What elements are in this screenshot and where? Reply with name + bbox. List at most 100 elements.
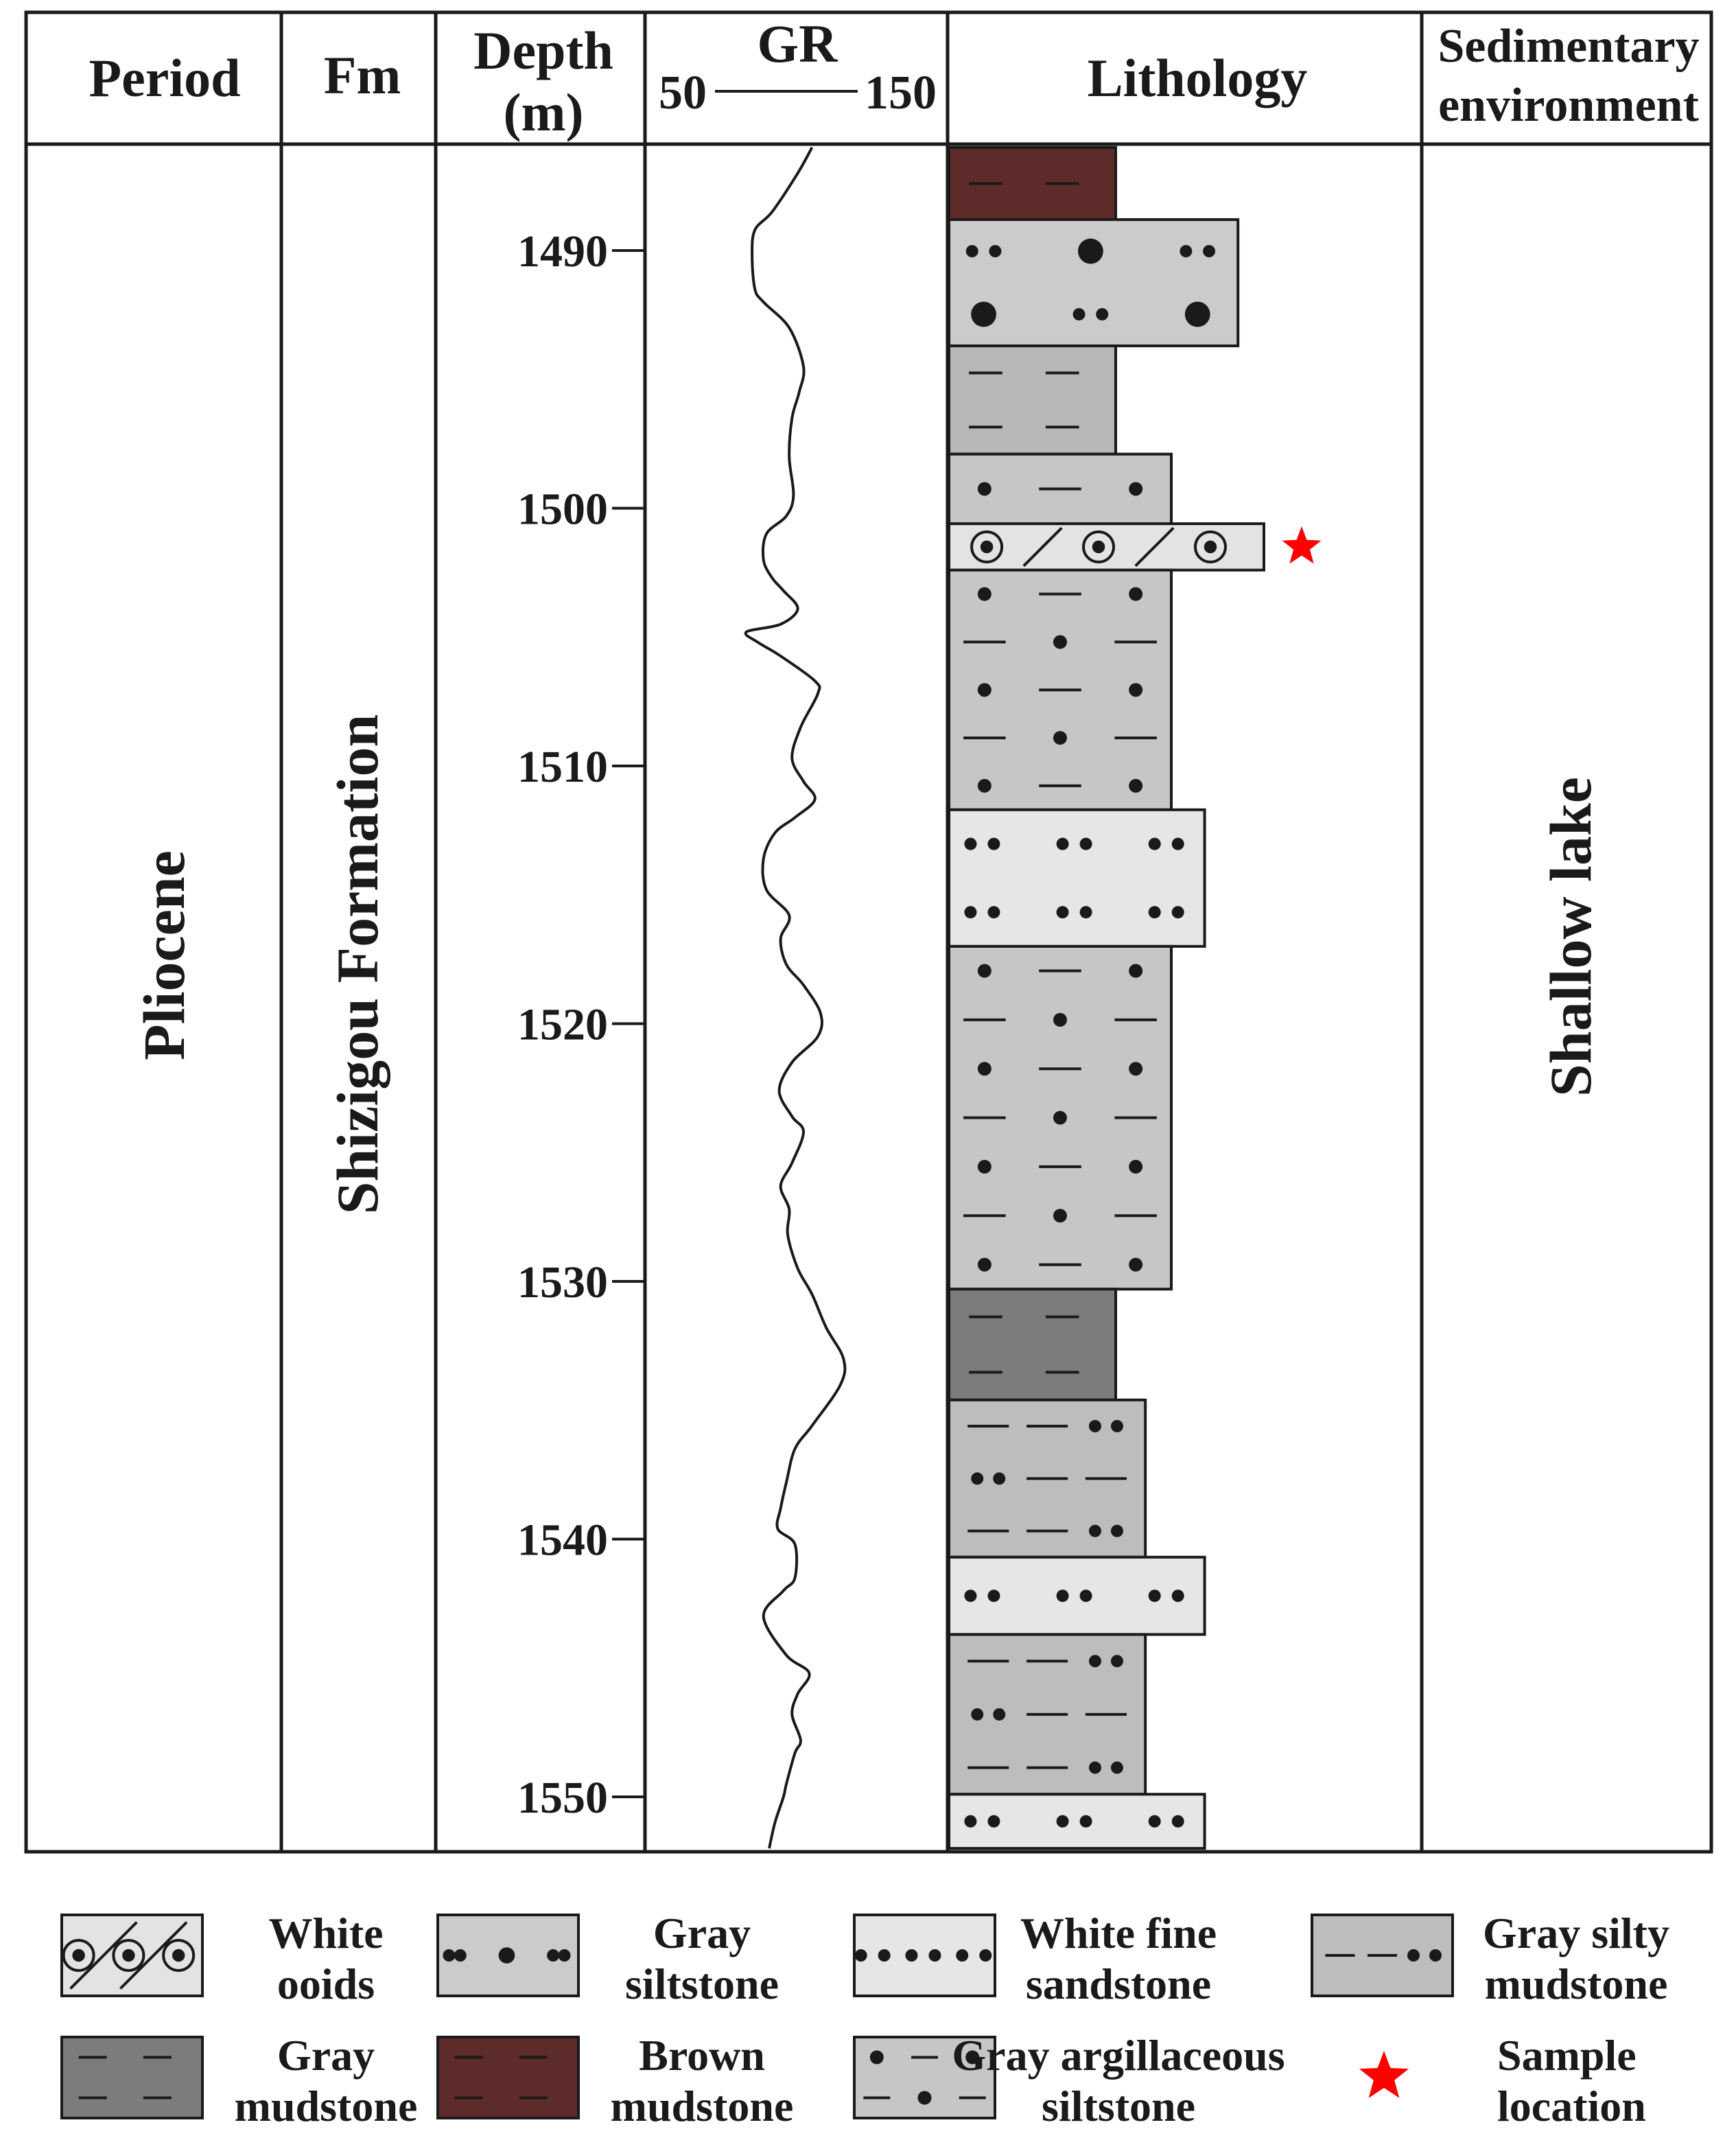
pattern-dot (1129, 1062, 1143, 1076)
legend-label: mudstone (235, 2082, 418, 2130)
pattern-dot (928, 1949, 941, 1962)
legend-label: Gray argillaceous (952, 2031, 1285, 2080)
legend-label: sandstone (1026, 1960, 1211, 2008)
lithology-layer-fill (948, 344, 1117, 456)
pattern-dot (987, 1815, 1000, 1828)
legend-swatch (60, 2036, 204, 2119)
pattern-dot (993, 1472, 1006, 1485)
pattern-ooid (1193, 530, 1227, 563)
sample-location-star (1359, 2051, 1409, 2098)
gr-curve (744, 146, 847, 1849)
pattern-dot (1079, 837, 1092, 850)
pattern-dot (454, 1949, 467, 1962)
pattern-ooid-core (980, 540, 994, 554)
pattern-dot (989, 244, 1002, 257)
header-gr: GR (758, 14, 839, 73)
pattern-dot (1129, 587, 1143, 601)
lithology-layer-white-fine-sandstone (948, 1555, 1206, 1636)
legend-label: White (268, 1909, 383, 1957)
pattern-slash (119, 1921, 188, 1990)
pattern-ooid-core (72, 1949, 85, 1962)
pattern-dot (971, 1708, 984, 1721)
sample-location-star (1282, 526, 1322, 564)
pattern-dot (1096, 307, 1109, 321)
lithology-layer-white-fine-sandstone (948, 1793, 1206, 1850)
pattern-dot (979, 1949, 992, 1962)
legend-label: Gray (653, 1909, 751, 1957)
lithology-layer-gray-argillaceous-siltstone (948, 452, 1173, 526)
pattern-dot (965, 244, 978, 257)
pattern-dot (1129, 1159, 1143, 1174)
lithology-layer-fill (948, 1555, 1206, 1636)
legend-label: ooids (277, 1960, 375, 2008)
pattern-ooid-core (122, 1949, 135, 1962)
pattern-dot (443, 1949, 456, 1962)
header-environment: Sedimentary (1438, 20, 1699, 73)
header-depth-unit: (m) (504, 82, 584, 142)
pattern-dot (1079, 1815, 1092, 1828)
header-fm: Fm (324, 45, 401, 105)
lithology-layers (948, 146, 1322, 1850)
pattern-slash (1022, 526, 1063, 567)
pattern-dot (977, 1062, 992, 1076)
pattern-dot (977, 778, 992, 793)
pattern-ooid (162, 1939, 196, 1972)
pattern-dot (869, 2050, 884, 2065)
pattern-dot (1079, 1590, 1092, 1603)
pattern-dot (965, 2050, 980, 2065)
legend-label: siltstone (1042, 2082, 1195, 2130)
legend-label: Gray silty (1483, 1909, 1669, 1957)
pattern-dot (977, 683, 992, 697)
lithology-layer-gray-silty-mudstone (948, 1633, 1147, 1796)
pattern-dot (993, 1708, 1006, 1721)
pattern-dot (1056, 906, 1069, 919)
pattern-dot (964, 1590, 977, 1603)
pattern-dot (964, 906, 977, 919)
lithology-layer-gray-argillaceous-siltstone (948, 568, 1173, 811)
header-depth: Depth (473, 21, 613, 80)
pattern-dot (498, 1947, 515, 1964)
pattern-dot (1053, 635, 1067, 649)
pattern-dot (987, 1590, 1000, 1603)
pattern-dot (1203, 244, 1216, 257)
formation-value: Shizigou Formation (325, 714, 390, 1215)
depth-tick-label: 1550 (517, 1773, 608, 1823)
header-environment-2: environment (1438, 79, 1699, 132)
depth-tick-label: 1540 (517, 1515, 608, 1566)
pattern-dot (905, 1949, 918, 1962)
pattern-dot (1407, 1949, 1420, 1962)
pattern-dot (1148, 906, 1161, 919)
legend-swatch (853, 1914, 996, 1997)
pattern-dot (1171, 1590, 1184, 1603)
pattern-dot (1088, 1655, 1101, 1668)
lithology-layer-fill (948, 808, 1206, 948)
pattern-dot (977, 1159, 992, 1174)
pattern-dot (1053, 1209, 1067, 1223)
pattern-ooid (112, 1939, 145, 1972)
lithology-layer-white-fine-sandstone (948, 808, 1206, 948)
pattern-dot (1148, 1590, 1161, 1603)
pattern-slash (1134, 526, 1175, 567)
table-border (24, 10, 1713, 1854)
depth-tick-label: 1500 (517, 485, 608, 535)
legend-label: mudstone (1485, 1960, 1668, 2008)
depth-axis: 1490 1500 1510 1520 1530 1540 1550 (517, 226, 645, 1823)
lithology-layer-gray-siltstone (948, 218, 1240, 347)
pattern-dot (1110, 1419, 1123, 1432)
pattern-dot (1053, 1012, 1067, 1027)
pattern-dot (1088, 1761, 1101, 1774)
pattern-dot (977, 964, 992, 978)
lithology-layer-fill (948, 1793, 1206, 1850)
pattern-dot (1088, 1419, 1101, 1432)
pattern-dot (977, 587, 992, 601)
legend-label: Gray (277, 2031, 375, 2080)
pattern-ooid (62, 1939, 95, 1972)
lithology-layer-fill (948, 1288, 1117, 1402)
depth-tick-label: 1520 (517, 1000, 608, 1050)
lithology-layer-fill (948, 218, 1240, 347)
pattern-ooid (970, 530, 1004, 563)
pattern-dot (971, 301, 996, 327)
